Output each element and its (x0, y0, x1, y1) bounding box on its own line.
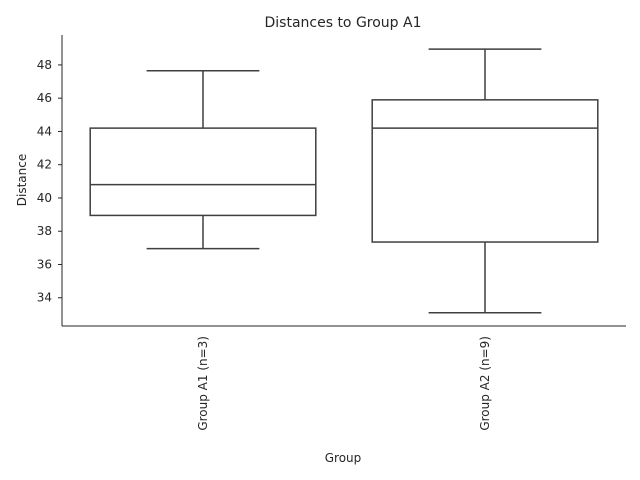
x-axis-label: Group (325, 451, 362, 465)
x-tick-label: Group A1 (n=3) (196, 336, 210, 431)
x-tick-label: Group A2 (n=9) (478, 336, 492, 431)
box-group (371, 48, 599, 314)
y-tick-label: 36 (37, 257, 52, 271)
boxes (89, 48, 599, 314)
iqr-box (371, 99, 599, 243)
y-tick-label: 48 (37, 58, 52, 72)
x-tick-labels: Group A1 (n=3) Group A2 (n=9) (196, 336, 492, 431)
y-tick-label: 40 (37, 191, 52, 205)
y-tick-label: 44 (37, 124, 52, 138)
y-tick-label: 38 (37, 224, 52, 238)
y-tick-label: 42 (37, 158, 52, 172)
box-group (89, 70, 317, 250)
y-tick-labels: 34 36 38 40 42 44 46 48 (37, 58, 62, 305)
y-axis-label: Distance (15, 154, 29, 206)
y-tick-label: 46 (37, 91, 52, 105)
y-tick-label: 34 (37, 291, 52, 305)
chart-title: Distances to Group A1 (264, 15, 421, 31)
iqr-box (89, 127, 317, 217)
